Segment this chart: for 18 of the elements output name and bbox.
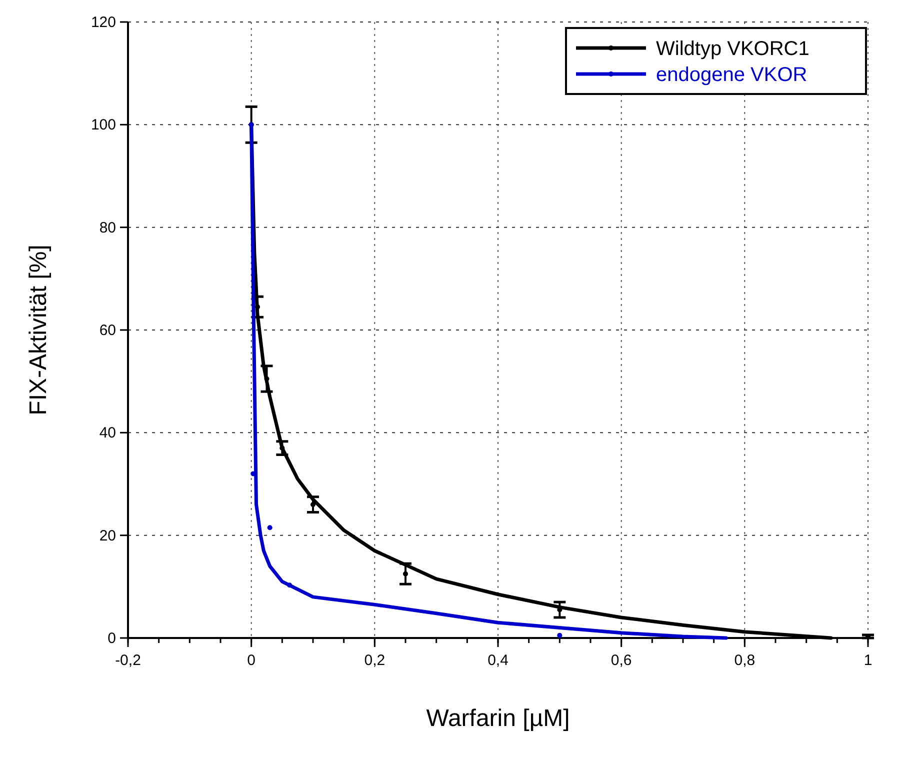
y-tick-label: 40 xyxy=(99,424,116,442)
legend-label: Wildtyp VKORC1 xyxy=(656,38,810,60)
x-tick-label: 0,6 xyxy=(610,652,632,669)
legend-label: endogene VKOR xyxy=(656,64,808,86)
x-tick-label: -0,2 xyxy=(115,652,141,669)
x-tick-label: 0,8 xyxy=(734,652,756,669)
x-tick-label: 1 xyxy=(864,652,872,669)
x-tick-label: 0,4 xyxy=(488,652,508,669)
y-tick-label: 100 xyxy=(90,116,116,134)
x-tick-label: 0,2 xyxy=(364,652,386,669)
y-tick-label: 60 xyxy=(99,322,116,339)
x-axis-title: Warfarin [µM] xyxy=(426,705,570,732)
y-tick-label: 20 xyxy=(99,527,116,544)
y-tick-label: 80 xyxy=(99,219,116,236)
y-tick-label: 0 xyxy=(108,630,116,647)
x-tick-label: 0 xyxy=(247,652,256,669)
y-axis-title: FIX-Aktivität [%] xyxy=(25,244,52,416)
y-tick-label: 120 xyxy=(90,14,116,31)
